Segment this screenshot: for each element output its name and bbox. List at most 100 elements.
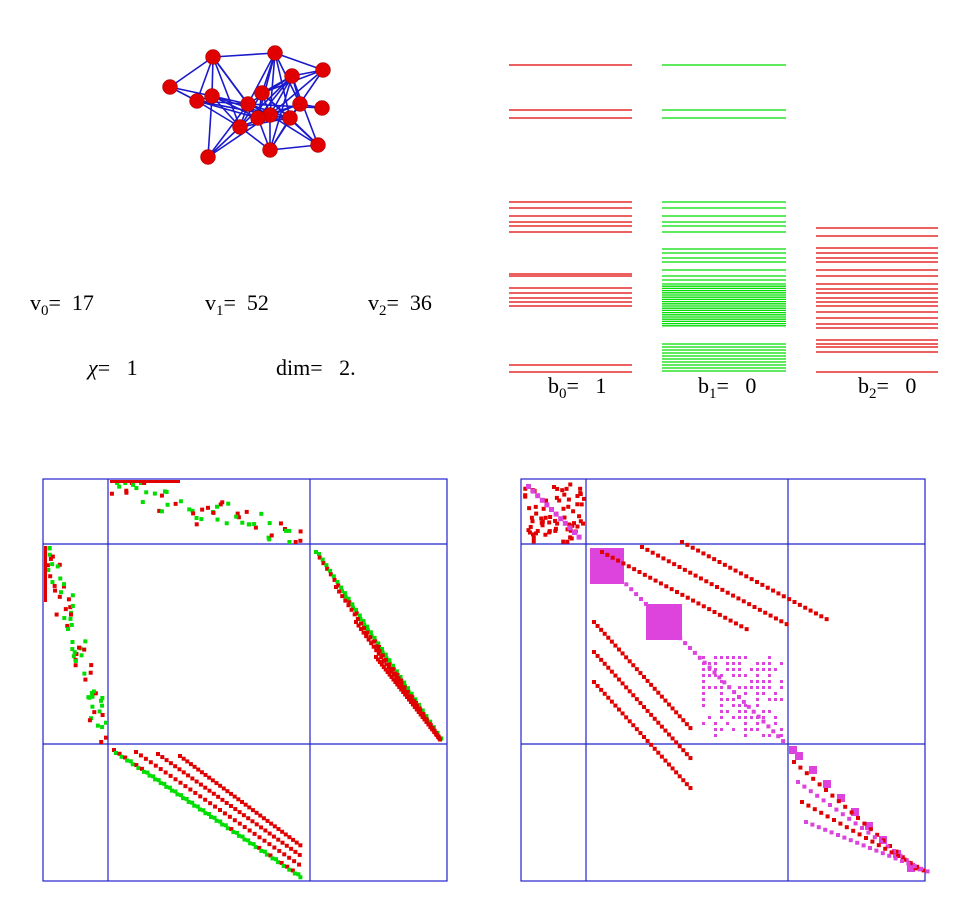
matrix-entry (768, 662, 771, 665)
matrix-entry (631, 663, 636, 668)
matrix-entry (188, 762, 193, 767)
matrix-entry (784, 622, 789, 627)
matrix-entry (632, 567, 637, 572)
matrix-entry (701, 551, 706, 556)
matrix-entry (196, 767, 201, 772)
matrix-entry (162, 489, 167, 494)
matrix-entry (539, 497, 545, 503)
matrix-entry (717, 560, 722, 564)
matrix-entry (717, 675, 722, 680)
matrix-entry (531, 532, 536, 537)
matrix-entry (677, 565, 682, 569)
matrix-entry (237, 821, 242, 826)
matrix-entry (399, 683, 404, 688)
matrix-entry (744, 686, 747, 689)
matrix-entry (544, 498, 549, 503)
matrix-entry (795, 752, 803, 760)
matrix-entry (549, 507, 554, 512)
matrix-entry (842, 835, 847, 840)
matrix-entry (645, 738, 650, 743)
matrix-entry (808, 789, 813, 794)
matrix-entry (117, 751, 122, 756)
matrix-entry (287, 540, 292, 544)
matrix-entry (693, 573, 698, 578)
graph-edge (196, 100, 241, 128)
matrix-entry (642, 572, 647, 577)
matrix-entry (148, 760, 153, 765)
matrix-entry (609, 699, 614, 704)
v2-stat: v2= 36 (368, 290, 432, 319)
matrix-entry (774, 668, 777, 671)
matrix-entry (376, 651, 381, 656)
matrix-entry (336, 583, 341, 588)
matrix-entry (771, 729, 776, 734)
matrix-entry (738, 716, 741, 719)
matrix-entry (664, 584, 669, 589)
matrix-entry (194, 779, 199, 784)
matrix-entry (624, 655, 629, 660)
matrix-entry (223, 823, 228, 828)
matrix-entry (317, 555, 322, 560)
matrix-entry (816, 825, 821, 830)
matrix-entry (624, 685, 629, 690)
matrix-entry (263, 828, 268, 833)
matrix-entry (776, 591, 781, 596)
matrix-entry (741, 599, 746, 604)
matrix-entry (376, 641, 381, 646)
matrix-entry (569, 536, 574, 541)
matrix-entry (717, 612, 722, 617)
matrix-entry (768, 668, 771, 671)
matrix-entry (656, 690, 661, 695)
matrix-entry (424, 720, 429, 724)
matrix-entry (73, 658, 78, 663)
matrix-entry (292, 871, 297, 876)
matrix-entry (109, 491, 114, 496)
matrix-entry (688, 756, 693, 761)
matrix-entry (851, 828, 856, 833)
matrix-entry (780, 728, 783, 731)
matrix-entry (728, 565, 733, 570)
matrix-entry (756, 674, 759, 677)
matrix-entry (403, 692, 408, 697)
matrix-entry (52, 583, 57, 588)
matrix-entry (298, 529, 303, 534)
matrix-entry (609, 639, 614, 644)
matrix-entry (384, 662, 389, 667)
matrix-entry (247, 828, 252, 833)
matrix-entry (642, 735, 646, 739)
matrix-entry (639, 597, 643, 601)
matrix-entry (262, 838, 267, 843)
matrix-entry (744, 710, 747, 713)
matrix-entry (438, 737, 443, 742)
matrix-entry (114, 751, 118, 755)
matrix-entry (224, 521, 229, 526)
matrix-entry (738, 704, 741, 707)
matrix-entry (123, 755, 128, 760)
matrix-entry (756, 698, 759, 701)
matrix-entry (606, 665, 611, 670)
matrix-entry (781, 739, 786, 744)
matrix-entry (70, 603, 75, 608)
graph-edge (196, 100, 249, 105)
matrix-entry (191, 511, 196, 516)
matrix-entry (257, 835, 262, 840)
matrix-entry (280, 840, 285, 845)
matrix-entry (290, 868, 295, 873)
matrix-entry (535, 493, 541, 499)
matrix-entry (141, 769, 146, 774)
matrix-entry (617, 677, 621, 682)
matrix-entry (688, 726, 693, 731)
matrix-entry (358, 621, 363, 626)
matrix-entry (823, 780, 831, 788)
graph-node (292, 96, 308, 112)
matrix-entry (683, 641, 688, 646)
matrix-entry (738, 662, 741, 665)
matrix-entry (720, 704, 723, 707)
matrix-entry (860, 826, 864, 830)
matrix-entry (631, 723, 636, 728)
matrix-entry (211, 510, 216, 515)
matrix-entry (125, 758, 130, 763)
matrix-entry (749, 577, 754, 582)
matrix-entry (383, 652, 388, 657)
matrix-entry (385, 670, 390, 674)
